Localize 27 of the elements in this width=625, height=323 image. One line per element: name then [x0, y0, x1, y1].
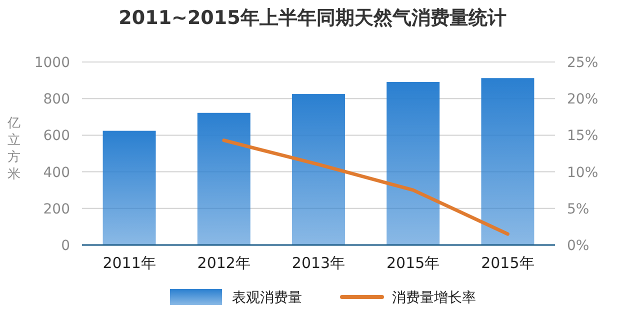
chart-title: 2011~2015年上半年同期天然气消费量统计 [118, 7, 506, 29]
y-tick-label: 1000 [34, 55, 70, 71]
line-series [222, 138, 510, 236]
bar [197, 112, 250, 245]
y-axis-title: 亿立方米 [6, 116, 20, 182]
x-tick-label: 2013年 [292, 254, 346, 272]
legend-label: 消费量增长率 [392, 290, 476, 306]
y2-tick-label: 0% [567, 238, 590, 254]
legend-label: 表观消费量 [232, 290, 302, 306]
x-tick-label: 2011年 [102, 254, 156, 272]
y-tick-label: 0 [61, 238, 70, 254]
y2-tick-label: 25% [567, 55, 598, 71]
x-tick-label: 2015年 [386, 254, 440, 272]
bar [386, 82, 440, 245]
y2-tick-label: 5% [567, 201, 590, 218]
y2-tick-label: 20% [567, 92, 598, 108]
y-tick-label: 400 [43, 164, 70, 181]
x-tick-label: 2015年 [481, 254, 534, 272]
y2-tick-label: 15% [567, 128, 598, 144]
y-tick-label: 200 [43, 201, 70, 218]
bar [102, 130, 156, 245]
y2-tick-label: 10% [567, 164, 598, 181]
y-tick-label: 600 [43, 128, 70, 144]
bar [481, 78, 534, 245]
bar [292, 94, 345, 245]
y-tick-label: 800 [43, 92, 70, 108]
x-tick-label: 2012年 [197, 254, 250, 272]
